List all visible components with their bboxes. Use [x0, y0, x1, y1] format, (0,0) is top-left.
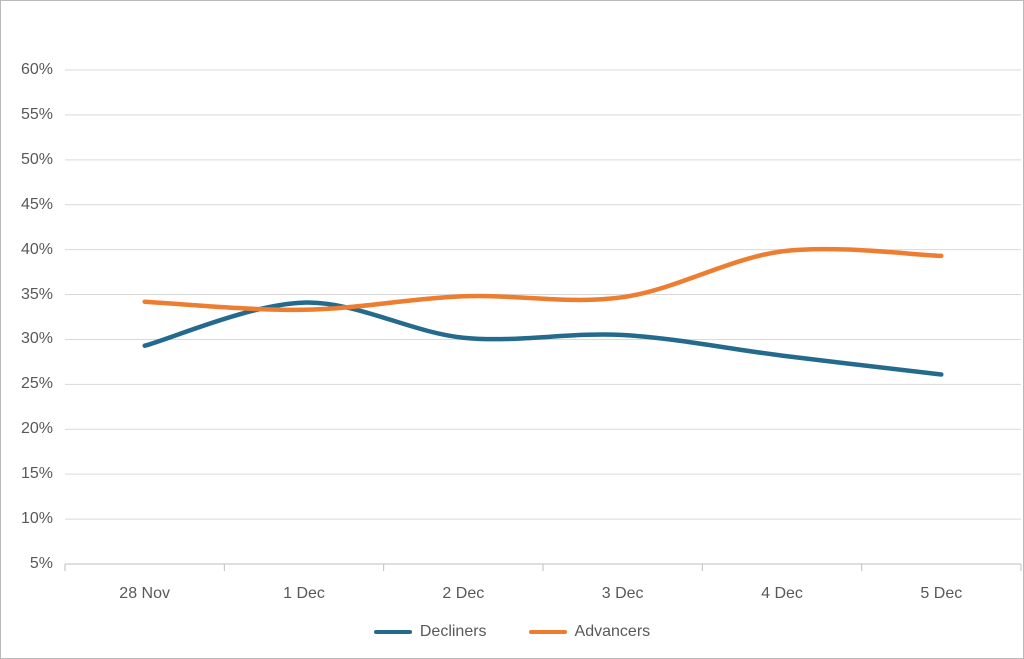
y-axis-tick-label: 5% [29, 555, 53, 572]
y-axis-tick-label: 60% [20, 61, 53, 78]
x-axis-tick-label: 5 Dec [920, 585, 963, 602]
y-axis-tick-label: 45% [20, 195, 53, 213]
x-axis-tick-label: 3 Dec [601, 585, 644, 602]
x-axis-tick-label: 2 Dec [442, 585, 485, 602]
x-axis-tick-label: 28 Nov [119, 585, 170, 602]
y-axis-tick-label: 15% [20, 465, 53, 483]
legend-item-decliners: Decliners [373, 622, 487, 642]
y-axis-tick-label: 55% [20, 105, 53, 123]
x-axis-tick-label: 4 Dec [761, 585, 803, 602]
legend-label-advancers: Advancers [574, 623, 651, 640]
y-axis-tick-label: 20% [20, 420, 53, 438]
y-axis-tick-label: 10% [20, 510, 53, 528]
legend-label-decliners: Decliners [419, 623, 487, 640]
y-axis-tick-label: 30% [20, 330, 53, 348]
advancers-series-line [142, 246, 944, 313]
decliners-series-line [142, 300, 944, 377]
legend-item-advancers: Advancers [528, 622, 651, 642]
advancers-line-swatch [528, 629, 567, 635]
y-axis-tick-label: 50% [20, 150, 53, 168]
y-axis-tick-label: 25% [20, 375, 53, 393]
chart-legend: Decliners Advancers [1, 622, 1023, 642]
x-axis-tick-label: 1 Dec [283, 585, 325, 602]
y-axis-tick-label: 35% [20, 285, 53, 303]
decliners-line-swatch [373, 629, 412, 635]
y-axis-tick-label: 40% [20, 240, 53, 258]
